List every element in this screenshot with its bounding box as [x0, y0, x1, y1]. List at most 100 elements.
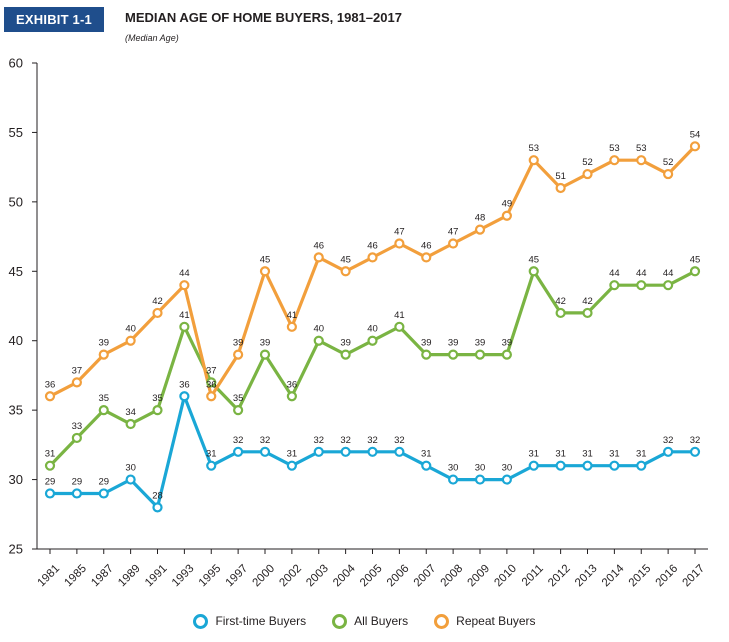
data-point: [206, 460, 217, 471]
data-point: [555, 182, 566, 194]
data-point: [501, 474, 512, 485]
data-point: [663, 280, 674, 291]
legend-swatch: [332, 613, 348, 629]
data-label: 40: [313, 324, 324, 335]
data-label: 37: [72, 365, 83, 376]
data-label: 46: [421, 240, 432, 251]
x-tick-label: 2014: [600, 562, 627, 589]
data-point: [582, 168, 593, 180]
data-point: [421, 460, 432, 471]
x-tick-label: 2011: [520, 563, 546, 589]
exhibit-label: EXHIBIT 1-1: [4, 7, 104, 32]
data-point: [233, 405, 244, 416]
x-tick-label: 2005: [358, 563, 385, 590]
data-point: [448, 474, 459, 485]
data-label: 53: [636, 143, 647, 154]
data-point: [179, 280, 190, 291]
data-label: 31: [206, 449, 217, 460]
x-tick-label: 1991: [143, 563, 170, 590]
data-label: 39: [340, 338, 351, 349]
data-point: [125, 474, 136, 485]
data-point: [448, 238, 459, 249]
data-label: 28: [152, 490, 163, 501]
data-label: 44: [663, 268, 674, 279]
data-point: [44, 460, 56, 471]
data-label: 39: [475, 338, 486, 349]
x-tick-label: 2010: [492, 563, 519, 590]
data-point: [367, 252, 378, 263]
data-point: [636, 460, 647, 471]
data-label: 45: [260, 254, 271, 265]
chart-legend: First-time Buyers All Buyers Repeat Buyers: [0, 611, 729, 631]
data-point: [98, 405, 109, 416]
data-label: 36: [206, 379, 217, 390]
data-point: [71, 488, 82, 499]
data-label: 41: [394, 310, 405, 321]
data-point: [448, 349, 459, 360]
data-label: 39: [502, 338, 513, 349]
data-point: [689, 446, 701, 457]
x-tick-label: 2017: [681, 563, 708, 590]
x-tick-label: 2016: [654, 563, 681, 590]
data-point: [663, 168, 674, 180]
legend-item: Repeat Buyers: [434, 613, 536, 629]
data-label: 32: [313, 435, 324, 446]
data-label: 42: [555, 296, 566, 307]
data-point: [340, 446, 351, 457]
data-label: 35: [233, 393, 244, 404]
data-point: [125, 335, 136, 346]
data-point: [474, 349, 486, 360]
data-label: 30: [448, 463, 459, 474]
y-tick-label: 55: [9, 125, 23, 140]
data-label: 35: [98, 393, 109, 404]
data-point: [98, 488, 109, 499]
data-label: 40: [367, 324, 378, 335]
data-label: 44: [609, 268, 620, 279]
data-point: [206, 391, 217, 402]
data-label: 32: [233, 435, 244, 446]
data-label: 36: [179, 379, 190, 390]
data-point: [367, 446, 378, 457]
series-line-2: [48, 144, 697, 398]
data-point: [394, 321, 405, 332]
data-label: 46: [313, 240, 324, 251]
x-tick-label: 2006: [385, 563, 412, 590]
x-tick-label: 2008: [439, 563, 466, 590]
data-point: [259, 349, 271, 360]
x-tick-label: 2012: [546, 563, 573, 590]
legend-item: First-time Buyers: [193, 613, 306, 629]
data-label: 51: [555, 171, 566, 182]
data-label: 52: [663, 157, 674, 168]
data-label: 45: [690, 254, 701, 265]
x-tick-label: 1981: [36, 563, 63, 590]
data-label: 31: [582, 449, 593, 460]
data-label: 45: [340, 254, 351, 265]
x-tick-label: 1985: [62, 563, 89, 590]
y-tick-label: 40: [9, 333, 23, 348]
data-point: [582, 460, 593, 471]
data-point: [206, 377, 217, 388]
data-label: 45: [528, 254, 539, 265]
x-tick-label: 2000: [251, 563, 278, 590]
y-tick-label: 35: [9, 403, 23, 418]
data-label: 29: [45, 476, 56, 487]
data-label: 46: [367, 240, 378, 251]
legend-swatch: [193, 613, 209, 629]
data-label: 39: [98, 338, 109, 349]
x-tick-label: 2003: [304, 563, 331, 590]
data-label: 41: [179, 310, 190, 321]
legend-item: All Buyers: [332, 613, 408, 629]
data-point: [501, 210, 512, 221]
data-point: [259, 266, 271, 277]
data-point: [555, 307, 566, 319]
x-tick-label: 2002: [277, 563, 304, 590]
data-label: 31: [528, 449, 539, 460]
x-tick-label: 1995: [197, 563, 224, 590]
data-point: [394, 446, 405, 457]
data-point: [71, 432, 82, 444]
data-label: 32: [340, 435, 351, 446]
data-point: [663, 446, 674, 457]
data-point: [582, 307, 593, 319]
data-point: [421, 252, 432, 263]
data-label: 39: [233, 338, 244, 349]
